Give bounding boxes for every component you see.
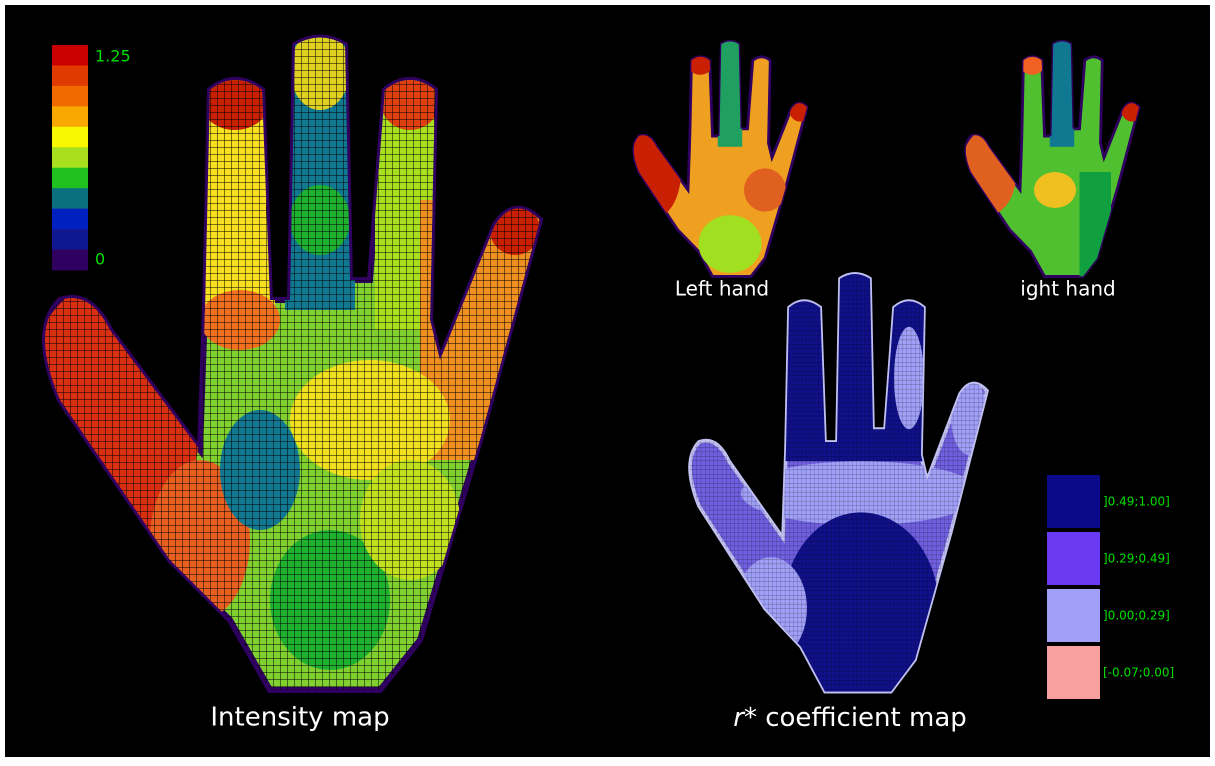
legend-swatch [1047, 589, 1100, 642]
colorbar-step [52, 127, 88, 148]
legend-label: [-0.07;0.00] [1103, 666, 1174, 680]
right-label: ight hand [1020, 277, 1115, 301]
colorbar-step [52, 209, 88, 230]
title-rest: * coefficient map [744, 703, 967, 733]
intensity-title: Intensity map [210, 703, 389, 733]
scale-min: 0 [95, 250, 105, 269]
colorbar-step [52, 106, 88, 127]
colorbar-step [52, 147, 88, 168]
scale-max: 1.25 [95, 47, 131, 66]
figure: 1.25 0 Intensity map Left hand ight hand… [0, 0, 1215, 762]
colorbar-step [52, 188, 88, 209]
colorbar [52, 45, 88, 271]
legend-label: ]0.29;0.49] [1103, 552, 1170, 566]
colorbar-step [52, 86, 88, 107]
colorbar-step [52, 229, 88, 250]
coefficient-title: r* coefficient map [733, 703, 967, 733]
legend-swatch [1047, 475, 1100, 528]
legend-label: ]0.49;1.00] [1103, 495, 1170, 509]
legend-swatch [1047, 532, 1100, 585]
colorbar-step [52, 65, 88, 86]
colorbar-step [52, 250, 88, 271]
colorbar-step [52, 45, 88, 66]
left-label: Left hand [675, 277, 769, 301]
legend-label: ]0.00;0.29] [1103, 609, 1170, 623]
legend-swatch [1047, 646, 1100, 699]
colorbar-step [52, 168, 88, 189]
